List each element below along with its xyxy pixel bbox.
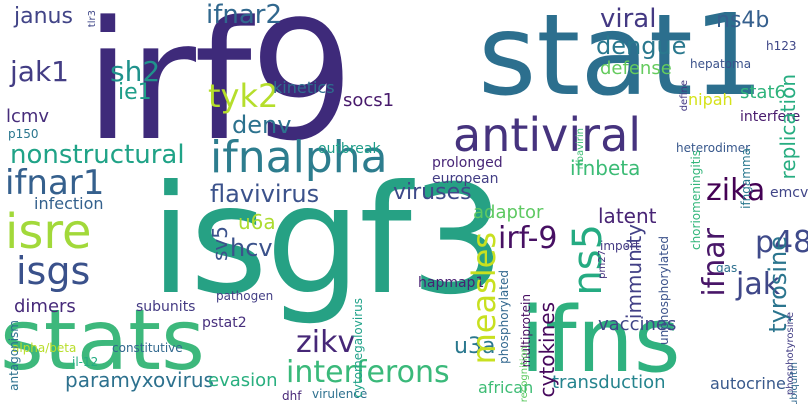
word-isgs: isgs xyxy=(16,249,91,293)
word-latent: latent xyxy=(598,204,657,228)
word-janus: janus xyxy=(14,4,73,29)
word-sh2: sh2 xyxy=(110,55,161,88)
word-socs1: socs1 xyxy=(343,90,395,111)
word-adaptor: adaptor xyxy=(473,202,544,223)
word-interfere: interfere xyxy=(740,109,801,125)
word-u6a: u6a xyxy=(238,210,276,234)
word-prolonged: prolonged xyxy=(432,155,503,171)
word-hcv: hcv xyxy=(230,234,273,262)
word-import: import xyxy=(600,239,640,253)
word-kinetics: kinetics xyxy=(273,78,335,97)
word-virulence: virulence xyxy=(312,387,368,401)
word-european: european xyxy=(432,171,499,187)
word-zika: zika xyxy=(706,173,766,208)
word-subunits: subunits xyxy=(136,299,196,315)
word-sv5: sv5 xyxy=(208,226,232,261)
word-african: african xyxy=(478,378,534,397)
word-pm27: pm27 xyxy=(597,250,608,279)
word-infection: infection xyxy=(34,194,104,213)
word-viral: viral xyxy=(600,4,657,34)
word-ifnar1: ifnar1 xyxy=(5,163,105,203)
word-lcmv: lcmv xyxy=(6,106,50,127)
word-nipah: nipah xyxy=(688,90,733,109)
word-dimers: dimers xyxy=(14,296,76,317)
word-jak: jak xyxy=(736,267,781,302)
word-p150: p150 xyxy=(8,127,39,141)
word-pathogen: pathogen xyxy=(216,289,274,303)
word-il-12: il-12 xyxy=(72,355,99,369)
word-outbreak: outbreak xyxy=(318,141,381,157)
word-ie1: ie1 xyxy=(118,80,152,105)
word-choriomeningitis: choriomeningitis xyxy=(689,150,703,251)
word-isre: isre xyxy=(5,204,92,260)
word-ifnar: ifnar xyxy=(697,228,732,297)
word-heterodimer: heterodimer xyxy=(676,141,751,155)
word-paramyxovirus: paramyxovirus xyxy=(65,368,214,392)
word-immunity: immunity xyxy=(622,224,646,320)
word-irf9: irf9 xyxy=(85,0,354,177)
word-define: define xyxy=(679,80,690,112)
word-flavivirus: flavivirus xyxy=(210,180,320,208)
word-interferons: interferons xyxy=(286,355,450,390)
word-ifnbeta: ifnbeta xyxy=(570,156,641,180)
word-ubiquitin: ubiquitin xyxy=(789,362,800,404)
word-ifnar2: ifnar2 xyxy=(206,0,283,30)
word-gas: gas xyxy=(716,261,738,275)
word-tlr3: tlr3 xyxy=(87,10,98,28)
word-pstat2: pstat2 xyxy=(202,315,247,331)
word-emcv: emcv xyxy=(770,185,808,201)
word-vaccines: vaccines xyxy=(598,314,677,335)
word-constitutive: constitutive xyxy=(112,341,183,355)
word-dengue: dengue xyxy=(596,32,687,60)
word-phosphorylated: phosphorylated xyxy=(497,270,511,364)
word-tyk2: tyk2 xyxy=(208,77,279,115)
word-ifngamma: ifngamma xyxy=(739,148,753,209)
word-viruses: viruses xyxy=(393,180,472,205)
word-isgf3: isgf3 xyxy=(150,154,505,328)
word-jak1: jak1 xyxy=(10,55,69,88)
word-nonstructural: nonstructural xyxy=(10,140,185,170)
word-unphosphorylated: unphosphorylated xyxy=(657,236,671,346)
word-denv: denv xyxy=(232,111,292,139)
word-replication: replication xyxy=(776,74,800,180)
word-stats: stats xyxy=(0,291,205,389)
word-recognition: recognition xyxy=(519,346,530,403)
word-evasion: evasion xyxy=(208,370,278,391)
word-hepatoma: hepatoma xyxy=(690,57,752,71)
word-irf-9: irf-9 xyxy=(498,221,558,256)
word-stat1: stat1 xyxy=(478,0,765,121)
word-cytokines: cytokines xyxy=(535,302,559,398)
word-ns4b: ns4b xyxy=(716,8,770,33)
word-hapmap1: hapmap1 xyxy=(418,275,485,291)
word-ifnalpha: ifnalpha xyxy=(210,132,388,183)
word-ifns: ifns xyxy=(520,288,681,393)
word-autocrine: autocrine xyxy=(710,374,786,393)
word-zikv: zikv xyxy=(296,325,356,360)
word-dhf: dhf xyxy=(282,389,302,403)
word-cytomegalovirus: cytomegalovirus xyxy=(351,298,365,398)
word-antiviral: antiviral xyxy=(453,108,642,162)
word-defense: defense xyxy=(600,58,672,79)
word-u3a: u3a xyxy=(454,334,496,359)
word-h123: h123 xyxy=(766,39,797,53)
word-alpha-beta: alpha/beta xyxy=(12,341,77,355)
word-stat6: stat6 xyxy=(740,82,786,103)
word-ribavirin: ribavirin xyxy=(575,128,586,170)
word-p48: p48 xyxy=(755,225,808,260)
word-antagonism: antagonism xyxy=(7,320,21,391)
word-measles: measles xyxy=(465,232,503,365)
word-transduction: transduction xyxy=(552,372,666,393)
